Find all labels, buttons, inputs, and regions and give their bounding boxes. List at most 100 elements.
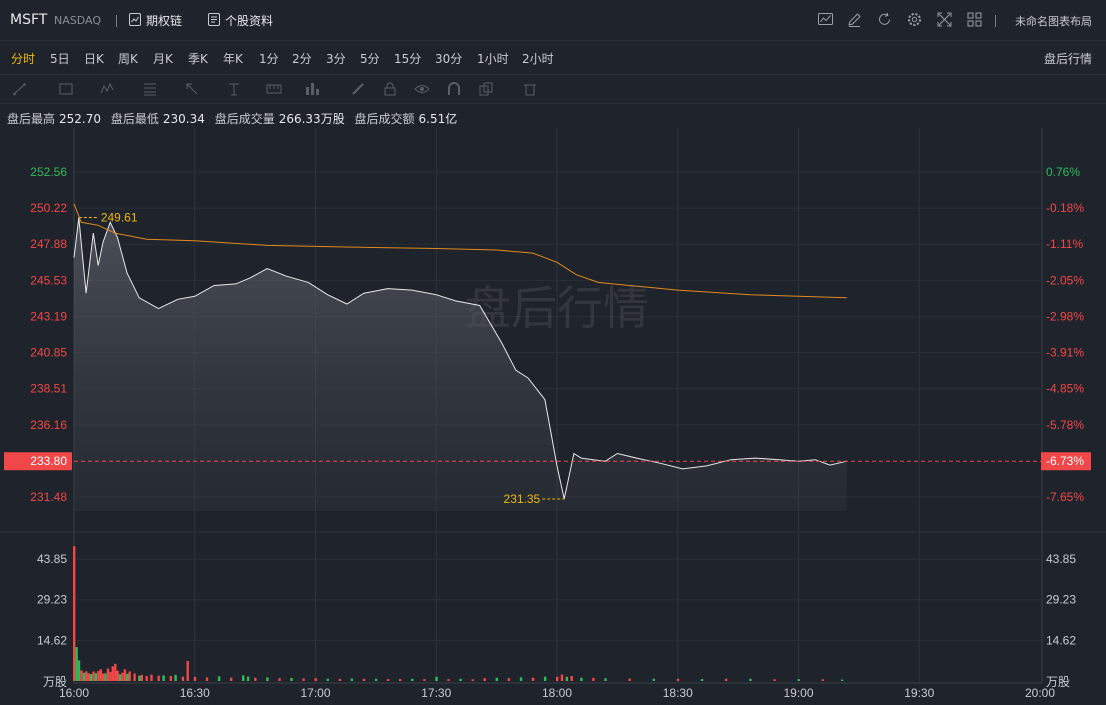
volume-bar (507, 678, 511, 681)
volume-bar (85, 671, 88, 681)
volume-bar (326, 678, 329, 681)
volume-bar (230, 677, 233, 681)
volume-bar (592, 677, 595, 681)
settings-icon[interactable] (906, 11, 923, 28)
low-value: 230.34 (162, 112, 205, 126)
period-tab-1[interactable]: 5日 (50, 52, 70, 66)
volume-bar (87, 673, 90, 681)
period-tab-9[interactable]: 3分 (326, 52, 346, 66)
pct-tick-label: -2.05% (1046, 273, 1084, 287)
volume-value: 266.33万股 (278, 112, 345, 126)
volume-bar (580, 677, 583, 681)
volume-bar (278, 678, 281, 681)
pct-tick-label: -0.18% (1046, 201, 1084, 215)
volume-bar (266, 677, 269, 681)
volume-bar (82, 672, 86, 681)
volume-bar (89, 674, 93, 681)
high-marker-label: 249.61 (101, 210, 138, 224)
volume-bar (162, 675, 165, 681)
rectangle-icon[interactable] (58, 81, 74, 97)
period-tab-10[interactable]: 5分 (360, 52, 380, 66)
volume-bar (676, 678, 680, 681)
period-tab-2[interactable]: 日K (84, 52, 104, 66)
volume-bar (652, 678, 655, 681)
volume-bar (495, 677, 498, 681)
price-line (73, 217, 847, 500)
volume-tick-label: 29.23 (37, 593, 67, 607)
period-tab-7[interactable]: 1分 (259, 52, 279, 66)
volume-bar (338, 678, 342, 681)
volume-bar (114, 663, 117, 681)
volume-bar (254, 677, 257, 681)
low-label: 盘后最低 (110, 112, 159, 126)
period-tabs: 分时 5日 日K 周K 月K 季K 年K 1分 2分 3分 5分 15分 30分 1小时 2小时 (0, 41, 1106, 74)
fullscreen-icon[interactable] (936, 11, 953, 28)
intraday-chart[interactable]: 盘后行情 16:00 16:30 17:00 17:30 18:00 18:30 19:00… (0, 128, 1106, 705)
trash-icon[interactable] (522, 81, 538, 97)
volume-bar (123, 669, 127, 681)
after-hours-select[interactable]: 盘后行情 (1043, 52, 1092, 66)
period-tab-6[interactable]: 年K (223, 52, 243, 66)
price-tick-label: 243.19 (30, 309, 67, 323)
volume-bar (205, 677, 209, 681)
brush-icon[interactable] (350, 81, 366, 97)
edit-icon[interactable] (846, 11, 863, 28)
volume-bar (186, 661, 189, 681)
price-tick-label: 238.51 (30, 382, 67, 396)
price-tick-label: 236.16 (30, 418, 67, 432)
current-pct-tag (1041, 452, 1091, 471)
period-tab-13[interactable]: 1小时 (477, 52, 509, 66)
chart-layout-name[interactable]: 未命名图表布局 (1015, 15, 1092, 28)
stock-symbol: MSFT (10, 12, 48, 28)
time-tick-label: 20:00 (1025, 686, 1055, 700)
period-tab-0[interactable]: 分时 (11, 52, 36, 66)
volume-bar (556, 676, 559, 681)
volume-bar (94, 673, 98, 681)
period-tab-5[interactable]: 季K (188, 52, 208, 66)
time-tick-label: 16:00 (59, 686, 89, 700)
time-tick-label: 18:30 (663, 686, 693, 700)
pct-tick-label: -1.11% (1046, 237, 1083, 251)
volume-bar (97, 671, 100, 681)
text-tool-icon[interactable] (226, 81, 242, 97)
time-tick-label: 18:00 (542, 686, 572, 700)
refresh-icon[interactable] (876, 11, 893, 28)
volume-bar (118, 674, 122, 681)
watermark: 盘后行情 (465, 281, 649, 335)
fibonacci-icon[interactable] (142, 81, 158, 97)
measure-icon[interactable] (266, 81, 282, 97)
volume-bar (217, 676, 221, 681)
volume-bar (99, 669, 102, 681)
arrow-icon[interactable] (184, 81, 200, 97)
trend-line-icon[interactable] (12, 81, 28, 97)
amount-value: 6.51亿 (418, 112, 458, 126)
volume-bar (193, 676, 197, 681)
volume-unit-label-right: 万股 (1046, 675, 1070, 689)
volume-bar (797, 679, 800, 681)
volume-bar (435, 676, 438, 681)
period-tab-3[interactable]: 周K (118, 52, 138, 66)
options-chain-link[interactable]: 期权链 (129, 12, 182, 29)
stock-profile-link[interactable]: 个股资料 (208, 12, 273, 29)
period-tab-8[interactable]: 2分 (292, 52, 312, 66)
bar-pattern-icon[interactable] (304, 81, 320, 97)
period-tab-12[interactable]: 30分 (435, 52, 463, 66)
wave-pattern-icon[interactable] (100, 81, 116, 97)
volume-bar (157, 675, 160, 681)
price-tick-label: 252.56 (30, 165, 67, 179)
lock-icon[interactable] (382, 81, 398, 97)
high-value: 252.70 (59, 112, 102, 126)
grid-layout-icon[interactable] (966, 11, 983, 28)
copy-icon[interactable] (478, 81, 494, 97)
period-tab-11[interactable]: 15分 (394, 52, 422, 66)
period-tab-14[interactable]: 2小时 (522, 52, 554, 66)
volume-bar (75, 647, 78, 681)
volume-bar (106, 668, 110, 681)
high-label: 盘后最高 (7, 112, 56, 126)
period-tab-4[interactable]: 月K (153, 52, 173, 66)
volume-bar (841, 679, 844, 681)
indicator-icon[interactable] (817, 11, 834, 28)
pct-tick-label: -7.65% (1046, 490, 1084, 504)
magnet-icon[interactable] (446, 81, 462, 97)
eye-icon[interactable] (414, 81, 430, 97)
